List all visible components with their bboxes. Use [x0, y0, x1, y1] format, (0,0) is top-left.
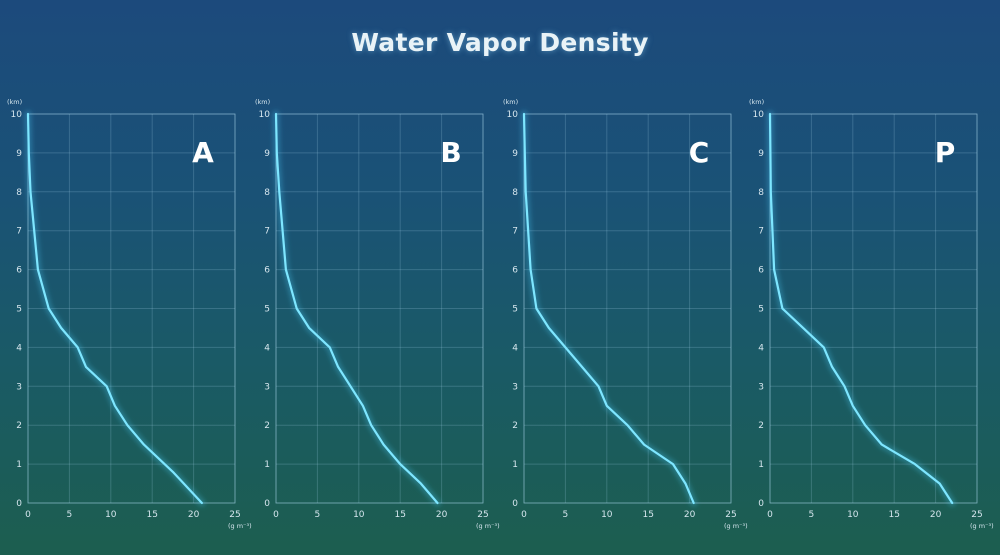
series-line [274, 112, 439, 505]
y-tick-label: 5 [512, 305, 518, 315]
x-tick-label: 5 [67, 510, 73, 520]
y-tick-label: 1 [512, 460, 518, 470]
y-tick-label: 0 [264, 499, 270, 509]
x-axis-unit: (g m⁻³) [228, 522, 252, 530]
y-tick-label: 9 [758, 149, 764, 159]
x-tick-label: 25 [971, 510, 982, 520]
y-tick-label: 0 [512, 499, 518, 509]
y-tick-label: 7 [512, 227, 518, 237]
x-tick-label: 5 [809, 510, 815, 520]
chart-panel-c: 0 1 2 3 4 5 6 7 8 9 10 0 5 10 15 20 25 (km) (g m⁻³) C [503, 98, 748, 530]
x-tick-label: 15 [642, 510, 653, 520]
y-tick-label: 9 [16, 149, 22, 159]
panel-label: B [440, 136, 461, 169]
y-tick-label: 4 [512, 343, 518, 353]
y-tick-label: 6 [264, 266, 270, 276]
y-tick-label: 3 [264, 382, 270, 392]
y-tick-label: 7 [16, 227, 22, 237]
x-tick-label: 20 [436, 510, 448, 520]
y-tick-label: 6 [16, 266, 22, 276]
y-tick-label: 8 [264, 188, 270, 198]
x-tick-label: 15 [394, 510, 405, 520]
y-tick-label: 1 [758, 460, 764, 470]
y-tick-label: 5 [758, 305, 764, 315]
x-tick-label: 25 [477, 510, 488, 520]
y-tick-label: 3 [16, 382, 22, 392]
x-tick-label: 0 [767, 510, 773, 520]
x-tick-label: 15 [146, 510, 157, 520]
y-tick-label: 6 [758, 266, 764, 276]
chart-title: Water Vapor Density [351, 28, 649, 57]
y-tick-label: 10 [753, 110, 765, 120]
x-axis-unit: (g m⁻³) [724, 522, 748, 530]
y-tick-label: 2 [16, 421, 22, 431]
y-tick-label: 6 [512, 266, 518, 276]
y-tick-label: 2 [512, 421, 518, 431]
y-tick-label: 0 [16, 499, 22, 509]
y-tick-label: 9 [264, 149, 270, 159]
y-tick-label: 3 [512, 382, 518, 392]
series-line [768, 112, 954, 505]
y-axis-unit: (km) [255, 98, 270, 106]
x-tick-label: 10 [353, 510, 365, 520]
y-axis-unit: (km) [749, 98, 764, 106]
y-tick-label: 3 [758, 382, 764, 392]
plot-frame [27, 113, 236, 504]
x-tick-label: 20 [684, 510, 696, 520]
x-axis-unit: (g m⁻³) [476, 522, 500, 530]
y-tick-label: 7 [264, 227, 270, 237]
plot-frame [769, 113, 978, 504]
x-tick-label: 25 [229, 510, 240, 520]
x-tick-label: 10 [847, 510, 859, 520]
x-tick-label: 25 [725, 510, 736, 520]
plot-frame [275, 113, 484, 504]
y-tick-label: 8 [758, 188, 764, 198]
y-tick-label: 1 [264, 460, 270, 470]
x-tick-label: 15 [888, 510, 899, 520]
y-tick-label: 8 [16, 188, 22, 198]
series-line [522, 112, 695, 505]
y-tick-label: 1 [16, 460, 22, 470]
plot-frame [523, 113, 732, 504]
y-axis-unit: (km) [7, 98, 22, 106]
y-tick-label: 8 [512, 188, 518, 198]
x-tick-label: 0 [521, 510, 527, 520]
y-tick-label: 10 [507, 110, 519, 120]
y-tick-label: 10 [259, 110, 271, 120]
y-tick-label: 5 [16, 305, 22, 315]
y-tick-label: 4 [264, 343, 270, 353]
panel-label: P [935, 136, 956, 169]
y-axis-unit: (km) [503, 98, 518, 106]
y-tick-label: 2 [264, 421, 270, 431]
x-tick-label: 5 [315, 510, 321, 520]
y-tick-label: 5 [264, 305, 270, 315]
x-tick-label: 10 [601, 510, 613, 520]
chart-panel-a: 0 1 2 3 4 5 6 7 8 9 10 0 5 10 15 20 25 (km) (g m⁻³) A [7, 98, 252, 530]
x-tick-label: 5 [563, 510, 569, 520]
panel-label: A [192, 136, 214, 169]
y-tick-label: 4 [758, 343, 764, 353]
panel-label: C [689, 136, 710, 169]
chart-panel-b: 0 1 2 3 4 5 6 7 8 9 10 0 5 10 15 20 25 (km) (g m⁻³) B [255, 98, 500, 530]
x-tick-label: 20 [188, 510, 200, 520]
x-axis-unit: (g m⁻³) [970, 522, 994, 530]
y-tick-label: 4 [16, 343, 22, 353]
y-tick-label: 0 [758, 499, 764, 509]
x-tick-label: 20 [930, 510, 942, 520]
y-tick-label: 2 [758, 421, 764, 431]
chart-panel-p: 0 1 2 3 4 5 6 7 8 9 10 0 5 10 15 20 25 (km) (g m⁻³) P [749, 98, 994, 530]
y-tick-label: 9 [512, 149, 518, 159]
x-tick-label: 0 [25, 510, 31, 520]
y-tick-label: 7 [758, 227, 764, 237]
y-tick-label: 10 [11, 110, 23, 120]
x-tick-label: 10 [105, 510, 117, 520]
x-tick-label: 0 [273, 510, 279, 520]
series-line [26, 112, 203, 505]
